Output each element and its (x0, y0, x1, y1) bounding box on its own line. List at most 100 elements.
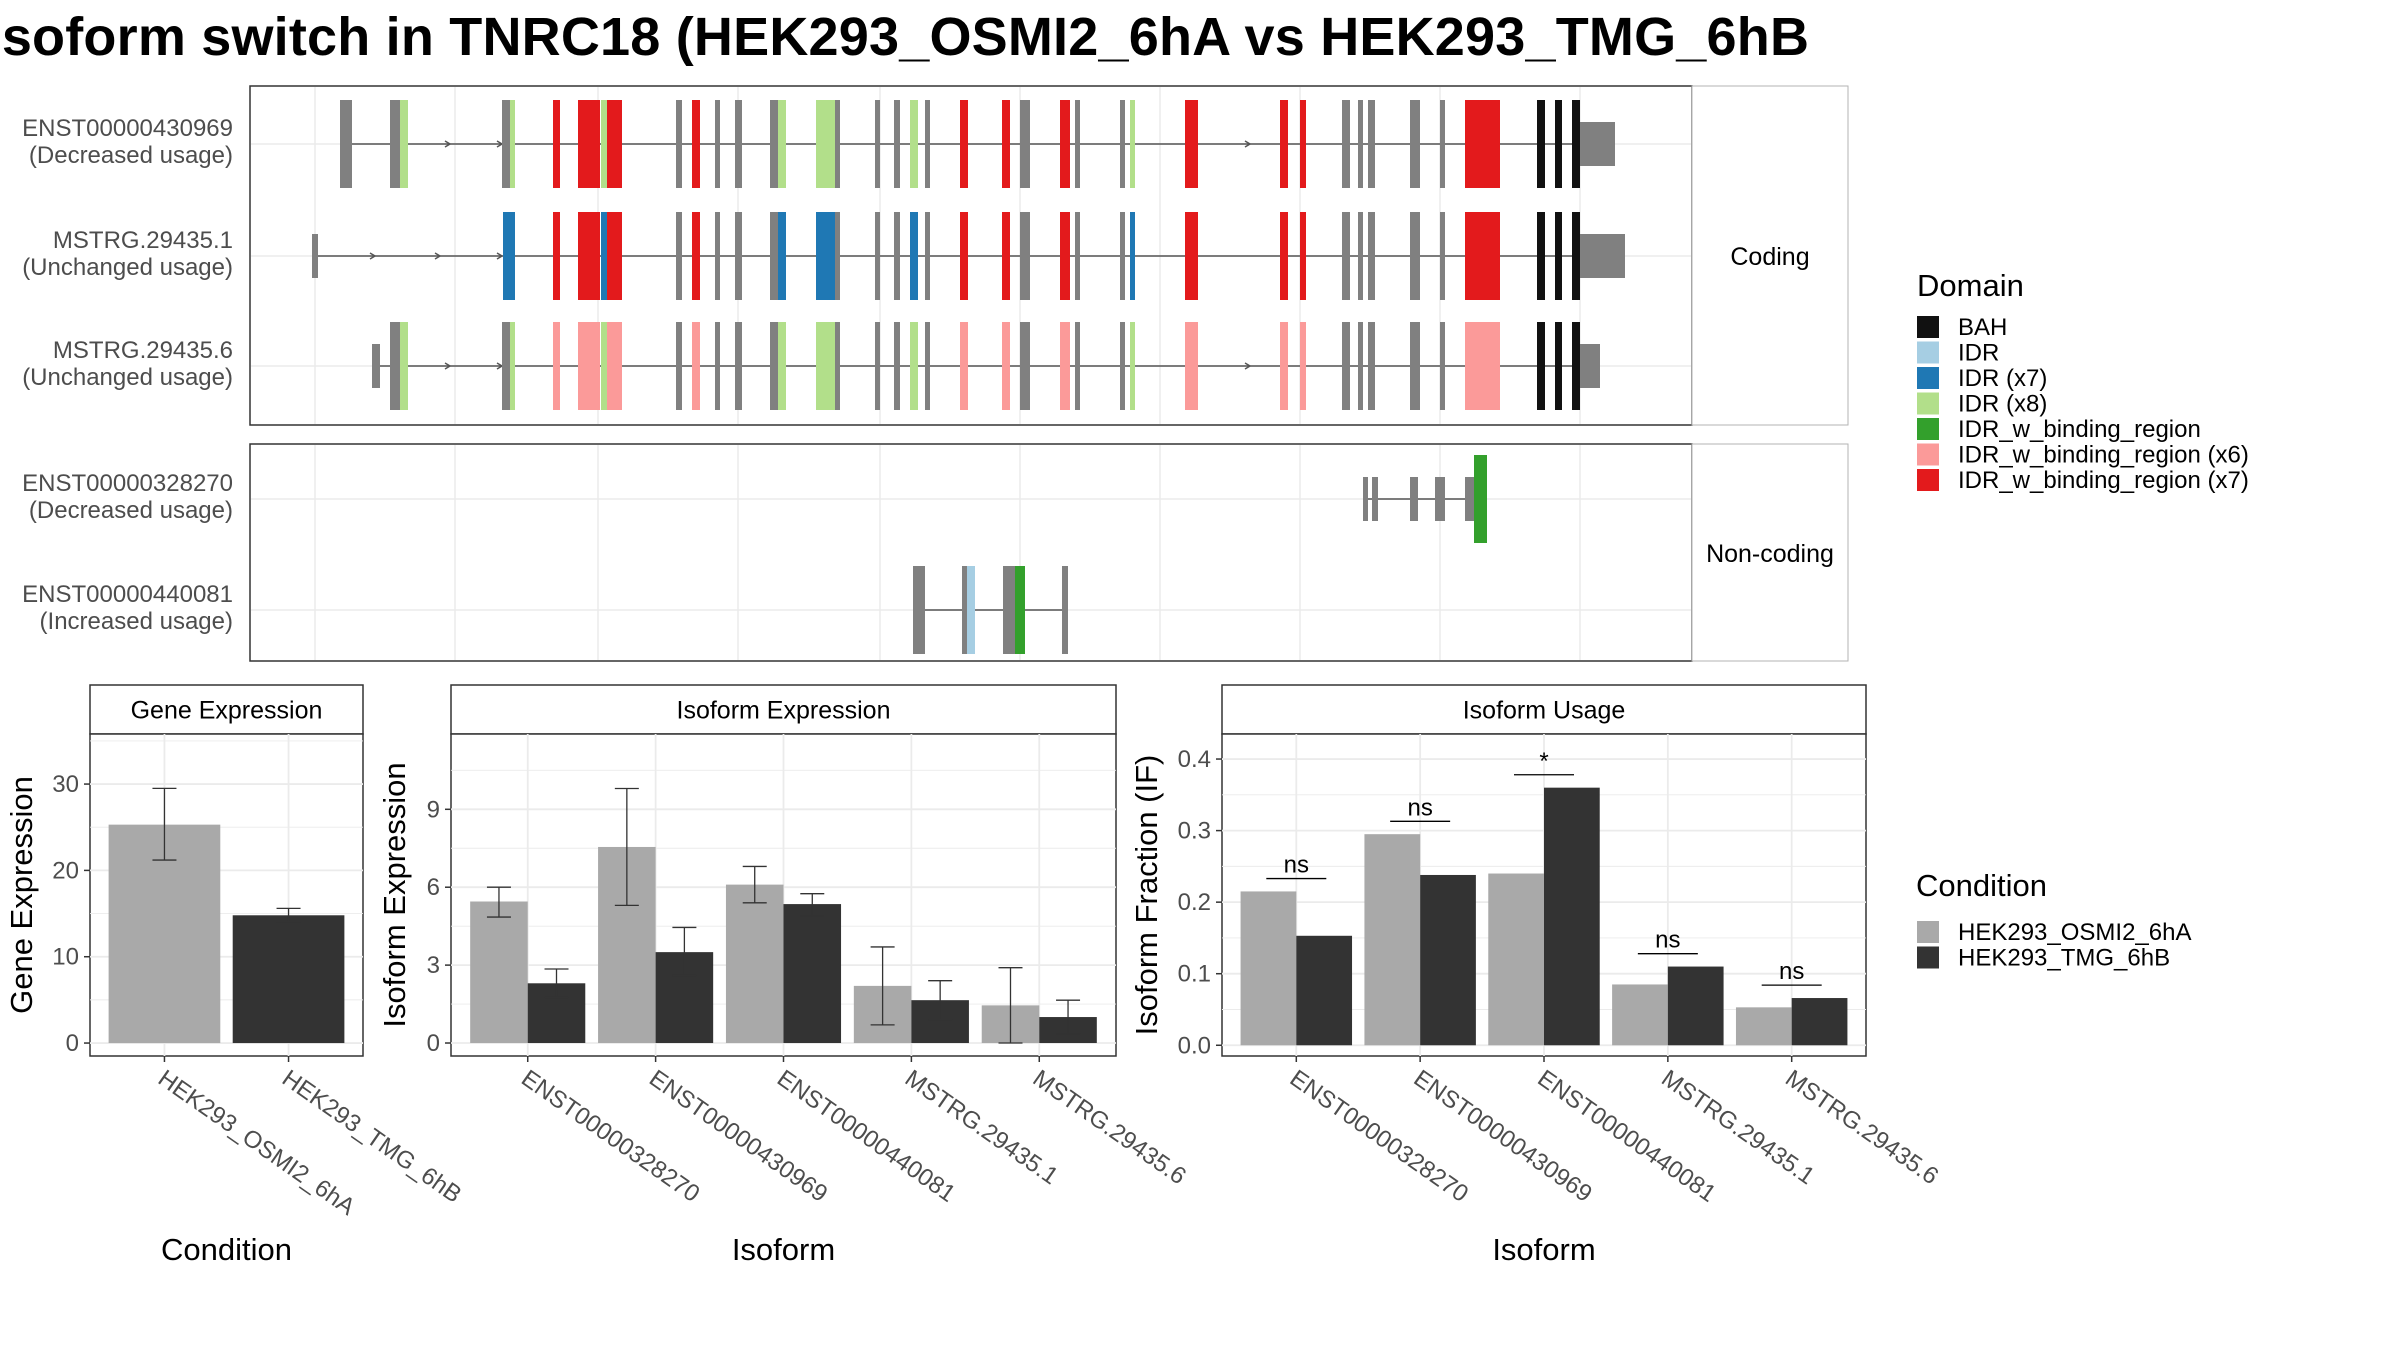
exon-tx3-38 (1555, 322, 1562, 410)
exon-tx2-4 (578, 212, 600, 300)
exon-tx1-34 (1410, 100, 1420, 188)
transcript-id-0: ENST00000430969 (22, 115, 233, 142)
domain-legend-title: Domain (1917, 268, 2024, 303)
transcript-usage-3: (Decreased usage) (29, 497, 233, 524)
exon-tx2-17 (910, 212, 918, 300)
exon-tx2-15 (875, 212, 880, 300)
exon-tx3-25 (1075, 322, 1080, 410)
exon-tx1-17 (875, 100, 880, 188)
exon-tx3-18 (894, 322, 900, 410)
gene-ytick-label-3: 30 (52, 771, 79, 798)
exon-tx3-1 (390, 322, 400, 410)
exon-tx1-14 (778, 100, 786, 188)
exon-tx1-36 (1465, 100, 1500, 188)
exon-tx3-7 (601, 322, 607, 410)
usage-sig-label-0: ns (1284, 852, 1309, 879)
exon-tx2-5 (601, 212, 607, 300)
gene-ytick-label-1: 10 (52, 944, 79, 971)
usage-bar-0-1 (1364, 834, 1421, 1046)
exon-tx4-1 (1372, 477, 1378, 521)
usage-strip-title: Isoform Usage (1463, 697, 1626, 725)
usage-ylabel: Isoform Fraction (IF) (1129, 755, 1164, 1036)
exon-tx2-7 (676, 212, 682, 300)
gene-ytick-label-2: 20 (52, 857, 79, 884)
iso-ytick-label-2: 6 (427, 874, 440, 901)
exon-tx2-8 (692, 212, 700, 300)
exon-tx1-1 (390, 100, 400, 188)
facet-label-coding: Coding (1730, 243, 1809, 271)
exon-tx3-6 (578, 322, 600, 410)
exon-tx2-28 (1300, 212, 1306, 300)
exon-tx3-2 (400, 322, 408, 410)
domain-swatch-4 (1917, 418, 1939, 440)
exon-tx1-20 (925, 100, 930, 188)
exon-tx2-0 (312, 234, 318, 278)
exon-tx2-1 (503, 212, 513, 300)
exon-tx2-6 (607, 212, 622, 300)
exon-tx2-32 (1410, 212, 1420, 300)
direction-arrow-tx1-2 (1244, 140, 1252, 148)
exon-tx1-23 (1020, 100, 1030, 188)
exon-tx2-20 (1002, 212, 1010, 300)
exon-tx3-32 (1358, 322, 1363, 410)
iso-ytick-label-3: 9 (427, 796, 440, 823)
gene-ytick-label-0: 0 (66, 1030, 79, 1057)
gene-bar-0-0 (108, 824, 221, 1044)
direction-arrow-tx2-1 (434, 252, 442, 260)
iso-strip-title: Isoform Expression (677, 697, 891, 725)
exon-tx5-2 (967, 566, 975, 654)
condition-legend-title: Condition (1916, 868, 2047, 903)
exon-tx3-16 (835, 322, 840, 410)
direction-arrow-tx2-2 (496, 252, 504, 260)
exon-tx3-36 (1465, 322, 1500, 410)
exon-tx1-9 (676, 100, 682, 188)
facet-label-noncoding: Non-coding (1706, 540, 1834, 568)
exon-tx2-13 (816, 212, 835, 300)
exon-tx3-30 (1300, 322, 1306, 410)
exon-tx1-39 (1572, 100, 1580, 188)
exon-tx1-11 (715, 100, 720, 188)
exon-tx1-18 (894, 100, 900, 188)
usage-bar-1-1 (1420, 874, 1476, 1046)
exon-tx2-33 (1440, 212, 1445, 300)
usage-bar-1-0 (1296, 935, 1353, 1046)
strip-noncoding-box (1691, 443, 1849, 662)
exon-tx2-9 (715, 212, 720, 300)
exon-tx1-0 (340, 100, 352, 188)
exon-tx5-1 (962, 566, 967, 654)
exon-tx5-3 (1003, 566, 1015, 654)
usage-ytick-label-2: 0.2 (1178, 889, 1211, 916)
exon-tx1-4 (510, 100, 515, 188)
exon-tx1-7 (601, 100, 607, 188)
exon-tx2-27 (1280, 212, 1288, 300)
exon-tx4-4 (1465, 477, 1474, 521)
exon-tx5-4 (1015, 566, 1025, 654)
exon-tx3-5 (553, 322, 560, 410)
exon-tx3-27 (1130, 322, 1135, 410)
exon-tx2-3 (553, 212, 560, 300)
exon-tx1-40 (1580, 122, 1615, 166)
transcript-id-2: MSTRG.29435.6 (53, 337, 233, 364)
transcript-usage-0: (Decreased usage) (29, 142, 233, 169)
gene-xlabel: Condition (161, 1232, 292, 1267)
direction-arrow-tx3-0 (444, 362, 452, 370)
exon-tx3-23 (1020, 322, 1030, 410)
exon-tx1-25 (1075, 100, 1080, 188)
condition-label-0: HEK293_OSMI2_6hA (1958, 919, 2191, 946)
exon-tx1-13 (770, 100, 778, 188)
exon-tx3-13 (770, 322, 778, 410)
transcript-usage-4: (Increased usage) (40, 608, 233, 635)
exon-tx3-19 (910, 322, 918, 410)
usage-bar-0-3 (1612, 984, 1668, 1046)
exon-tx3-26 (1120, 322, 1125, 410)
usage-sig-label-2: * (1539, 748, 1548, 775)
domain-swatch-2 (1917, 367, 1939, 389)
exon-tx1-6 (578, 100, 600, 188)
transcript-id-4: ENST00000440081 (22, 581, 233, 608)
exon-tx3-28 (1185, 322, 1198, 410)
usage-xlabel: Isoform (1492, 1232, 1595, 1267)
iso-ylabel: Isoform Expression (377, 762, 412, 1027)
